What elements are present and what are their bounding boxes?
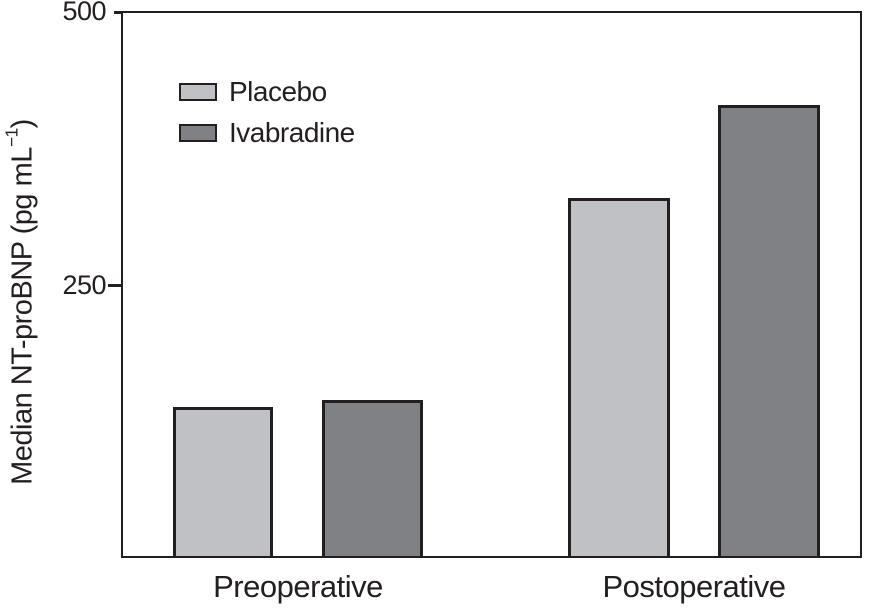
x-axis-label-postoperative: Postoperative — [602, 569, 786, 604]
y-axis-title-text: Median NT-proBNP (pg mL — [6, 147, 39, 485]
legend-label-placebo: Placebo — [229, 75, 327, 107]
y-tick-label-250: 250 — [62, 270, 106, 300]
y-tick-label-500: 500 — [62, 0, 106, 26]
bar-ivabradine-preoperative — [322, 399, 423, 556]
legend-label-ivabradine: Ivabradine — [229, 116, 355, 148]
y-axis-title: Median NT-proBNP (pg mL−1) — [2, 119, 40, 485]
plot-area: Placebo Ivabradine — [121, 11, 862, 558]
x-axis-label-preoperative: Preoperative — [213, 569, 383, 604]
bar-placebo-preoperative — [173, 407, 273, 556]
legend-item-placebo: Placebo — [179, 71, 355, 112]
y-axis-title-superscript: −1 — [2, 128, 23, 148]
bar-ivabradine-postoperative — [718, 105, 820, 556]
chart-legend: Placebo Ivabradine — [179, 71, 355, 153]
y-tick-mark-500 — [114, 11, 121, 14]
legend-item-ivabradine: Ivabradine — [179, 112, 355, 153]
bar-placebo-postoperative — [568, 197, 670, 556]
ivabradine-swatch-icon — [179, 123, 217, 142]
placebo-swatch-icon — [179, 82, 217, 101]
y-tick-mark-250 — [108, 284, 121, 287]
